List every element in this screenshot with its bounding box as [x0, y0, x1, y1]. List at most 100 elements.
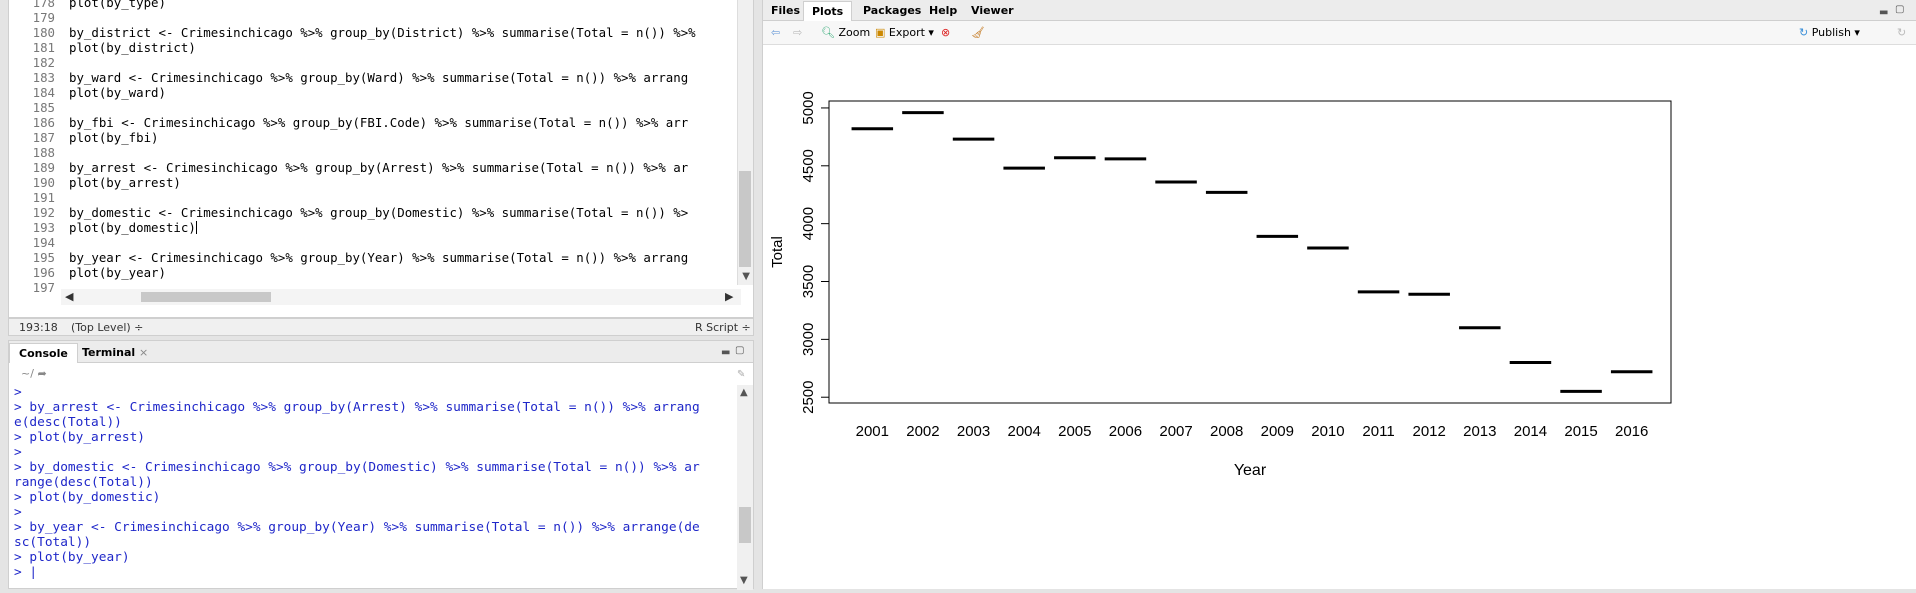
- code-line[interactable]: by_ward <- Crimesinchicago %>% group_by(…: [69, 70, 689, 85]
- tab-viewer[interactable]: Viewer: [971, 4, 1014, 17]
- scope-selector[interactable]: (Top Level) ÷: [71, 321, 144, 334]
- code-line[interactable]: plot(by_ward): [69, 85, 166, 100]
- y-tick-label: 4500: [800, 149, 817, 182]
- plots-toolbar: ⇦ ⇨ 🔍︎ Zoom ▣ Export ▾ ⊗ 🧹︎ ↻ Publish ▾ …: [763, 21, 1916, 45]
- code-line[interactable]: plot(by_fbi): [69, 130, 159, 145]
- console-output[interactable]: > > by_arrest <- Crimesinchicago %>% grou…: [9, 385, 741, 590]
- back-arrow-icon[interactable]: ⇦: [771, 26, 781, 39]
- x-tick-label: 2015: [1564, 423, 1597, 440]
- x-tick-label: 2002: [906, 423, 939, 440]
- zoom-button[interactable]: 🔍︎ Zoom: [821, 26, 870, 39]
- code-line[interactable]: by_domestic <- Crimesinchicago %>% group…: [69, 205, 689, 220]
- minimize-icon[interactable]: ▬: [1879, 7, 1889, 18]
- scroll-down-icon[interactable]: ▼: [740, 575, 748, 586]
- cursor-position: 193:18: [19, 321, 58, 334]
- line-number: 186: [32, 115, 55, 130]
- line-number: 197: [32, 280, 55, 295]
- tab-plots[interactable]: Plots: [803, 1, 853, 21]
- source-editor[interactable]: 178 179 180 181 182 183 184 185 186 187 188 189 190 1…: [8, 0, 754, 318]
- editor-horizontal-scroll-thumb[interactable]: [141, 292, 271, 302]
- console-line: > by_year <- Crimesinchicago %>% group_b…: [14, 520, 700, 535]
- line-number: 183: [32, 70, 55, 85]
- code-line[interactable]: plot(by_arrest): [69, 175, 181, 190]
- scroll-left-icon[interactable]: ◀: [65, 290, 74, 303]
- code-line[interactable]: by_fbi <- Crimesinchicago %>% group_by(F…: [69, 115, 689, 130]
- editor-vertical-scrollbar[interactable]: ▼: [737, 0, 753, 285]
- console-scroll-thumb[interactable]: [739, 507, 751, 543]
- code-line[interactable]: [69, 145, 741, 160]
- editor-vertical-scroll-thumb[interactable]: [739, 171, 751, 267]
- line-number-gutter: 178 179 180 181 182 183 184 185 186 187 188 189 190 1…: [9, 0, 55, 295]
- x-tick-label: 2013: [1463, 423, 1496, 440]
- code-area[interactable]: plot(by_type) by_district <- Crimesinchic…: [69, 0, 741, 285]
- x-tick-label: 2014: [1514, 423, 1547, 440]
- x-tick-label: 2004: [1008, 423, 1041, 440]
- code-line[interactable]: plot(by_year): [69, 265, 166, 280]
- code-line[interactable]: by_district <- Crimesinchicago %>% group…: [69, 25, 696, 40]
- line-number: 192: [32, 205, 55, 220]
- code-line[interactable]: [69, 100, 741, 115]
- clear-console-icon[interactable]: ✎: [737, 369, 746, 380]
- scroll-down-icon[interactable]: ▼: [742, 271, 750, 282]
- tab-terminal[interactable]: Terminal ×: [73, 343, 157, 363]
- x-tick-label: 2012: [1413, 423, 1446, 440]
- maximize-icon[interactable]: ▢: [1895, 4, 1905, 15]
- tab-packages[interactable]: Packages: [863, 4, 922, 17]
- code-line[interactable]: [69, 55, 741, 70]
- scroll-up-icon[interactable]: ▲: [740, 387, 748, 398]
- console-line: >: [14, 385, 22, 400]
- publish-label: Publish ▾: [1811, 26, 1860, 39]
- minimize-icon[interactable]: ▬: [721, 347, 731, 358]
- console-line: > plot(by_arrest): [14, 430, 145, 445]
- maximize-icon[interactable]: ▢: [735, 345, 745, 356]
- console-line: > plot(by_domestic): [14, 490, 161, 505]
- go-to-directory-icon[interactable]: ➦: [37, 367, 47, 380]
- tab-console[interactable]: Console: [9, 343, 78, 363]
- code-line[interactable]: by_arrest <- Crimesinchicago %>% group_b…: [69, 160, 689, 175]
- tab-files[interactable]: Files: [771, 4, 801, 17]
- x-tick-label: 2008: [1210, 423, 1243, 440]
- close-icon[interactable]: ×: [139, 346, 149, 359]
- console-line: sc(Total)): [14, 535, 92, 550]
- publish-icon: ↻: [1799, 26, 1809, 39]
- code-line[interactable]: plot(by_type): [69, 0, 166, 10]
- code-line[interactable]: plot(by_domestic): [69, 220, 197, 235]
- data-marks: [851, 111, 1653, 393]
- console-scrollbar[interactable]: ▲ ▼: [737, 385, 753, 590]
- scroll-right-icon[interactable]: ▶: [725, 290, 734, 303]
- export-button[interactable]: ▣ Export ▾: [875, 26, 934, 39]
- refresh-icon[interactable]: ↻: [1897, 26, 1907, 39]
- console-line: e(desc(Total)): [14, 415, 122, 430]
- zoom-label: Zoom: [838, 26, 871, 39]
- code-line[interactable]: plot(by_district): [69, 40, 196, 55]
- line-number: 195: [32, 250, 55, 265]
- line-number: 193: [32, 220, 55, 235]
- code-line[interactable]: by_year <- Crimesinchicago %>% group_by(…: [69, 250, 689, 265]
- x-tick-label: 2003: [957, 423, 990, 440]
- filetype-selector[interactable]: R Script ÷: [695, 321, 751, 334]
- code-line[interactable]: [69, 10, 741, 25]
- publish-button[interactable]: ↻ Publish ▾: [1799, 26, 1860, 39]
- y-axis-label: Total: [769, 236, 786, 268]
- line-number: 187: [32, 130, 55, 145]
- y-tick-label: 5000: [800, 91, 817, 124]
- broom-icon[interactable]: 🧹︎: [971, 26, 985, 39]
- code-line[interactable]: [69, 235, 741, 250]
- forward-arrow-icon[interactable]: ⇨: [793, 26, 803, 39]
- console-line: > by_arrest <- Crimesinchicago %>% group…: [14, 400, 700, 415]
- remove-plot-icon[interactable]: ⊗: [941, 26, 951, 39]
- console-line: > |: [14, 565, 38, 580]
- editor-horizontal-scrollbar[interactable]: ◀ ▶: [61, 289, 741, 305]
- x-tick-label: 2001: [856, 423, 889, 440]
- line-number: 180: [32, 25, 55, 40]
- editor-status-bar: 193:18 (Top Level) ÷ R Script ÷: [8, 318, 754, 336]
- console-toolbar: ~/ ➦: [21, 367, 47, 380]
- console-line: > by_domestic <- Crimesinchicago %>% gro…: [14, 460, 700, 475]
- line-number: 194: [32, 235, 55, 250]
- code-line[interactable]: [69, 280, 741, 285]
- code-line[interactable]: [69, 190, 741, 205]
- tab-help[interactable]: Help: [929, 4, 958, 17]
- viewer-tabbar: Files Plots Packages Help Viewer ▬ ▢: [763, 0, 1916, 21]
- x-tick-label: 2007: [1159, 423, 1192, 440]
- line-number: 182: [32, 55, 55, 70]
